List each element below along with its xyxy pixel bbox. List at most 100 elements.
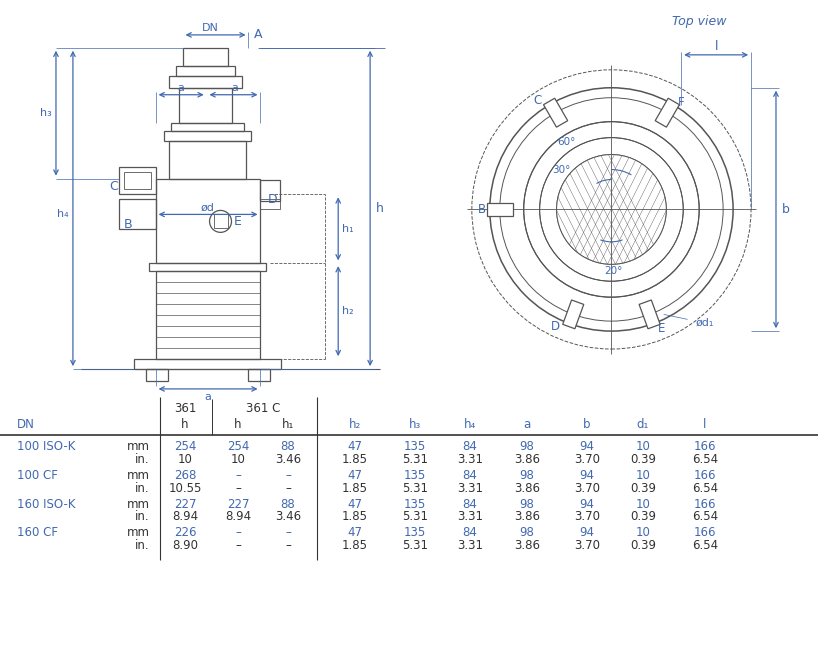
Text: 3.70: 3.70 — [574, 539, 600, 552]
Text: h: h — [376, 202, 384, 215]
Bar — [260, 180, 281, 201]
Text: a: a — [178, 83, 184, 93]
Text: 84: 84 — [462, 498, 478, 511]
Bar — [169, 141, 246, 178]
Bar — [134, 359, 281, 369]
Text: 47: 47 — [348, 526, 362, 539]
Text: h: h — [234, 418, 242, 431]
Bar — [543, 98, 568, 127]
Text: b: b — [583, 418, 591, 431]
Text: 94: 94 — [579, 469, 595, 482]
Text: 3.31: 3.31 — [457, 453, 483, 466]
Text: 47: 47 — [348, 469, 362, 482]
Text: 94: 94 — [579, 498, 595, 511]
Text: 98: 98 — [519, 469, 534, 482]
Text: 0.39: 0.39 — [630, 453, 656, 466]
Text: h₄: h₄ — [464, 418, 476, 431]
Text: 0.39: 0.39 — [630, 539, 656, 552]
Text: l: l — [703, 418, 707, 431]
Text: 5.31: 5.31 — [402, 511, 428, 524]
Text: –: – — [285, 469, 291, 482]
Circle shape — [556, 154, 667, 264]
Bar — [124, 171, 151, 190]
Text: 3.31: 3.31 — [457, 539, 483, 552]
Text: 88: 88 — [281, 440, 295, 453]
Text: 3.31: 3.31 — [457, 482, 483, 495]
Text: 3.70: 3.70 — [574, 511, 600, 524]
Text: E: E — [658, 322, 665, 335]
Text: h₁: h₁ — [343, 224, 354, 234]
Text: h₃: h₃ — [409, 418, 421, 431]
Text: 10.55: 10.55 — [169, 482, 202, 495]
Text: –: – — [235, 526, 241, 539]
Text: l: l — [714, 40, 718, 53]
Text: 135: 135 — [404, 526, 426, 539]
Text: 254: 254 — [173, 440, 196, 453]
Text: 98: 98 — [519, 498, 534, 511]
Text: 98: 98 — [519, 526, 534, 539]
Text: 166: 166 — [694, 440, 717, 453]
Text: 10: 10 — [636, 469, 650, 482]
Text: –: – — [235, 539, 241, 552]
Text: 6.54: 6.54 — [692, 539, 718, 552]
Text: B: B — [124, 218, 132, 231]
Bar — [213, 214, 227, 228]
Text: F: F — [678, 96, 685, 109]
Text: 30°: 30° — [552, 165, 571, 175]
Text: 3.70: 3.70 — [574, 453, 600, 466]
Text: 1.85: 1.85 — [342, 511, 368, 524]
Text: 10: 10 — [636, 440, 650, 453]
Text: in.: in. — [135, 453, 150, 466]
Text: h₁: h₁ — [282, 418, 294, 431]
Text: 1.85: 1.85 — [342, 539, 368, 552]
Text: 3.86: 3.86 — [514, 482, 540, 495]
Text: 100 ISO-K: 100 ISO-K — [17, 440, 75, 453]
Text: a: a — [204, 392, 211, 402]
Text: 3.70: 3.70 — [574, 482, 600, 495]
Text: 6.54: 6.54 — [692, 482, 718, 495]
Text: ød₁: ød₁ — [695, 317, 713, 327]
Text: 84: 84 — [462, 469, 478, 482]
Text: h₂: h₂ — [348, 418, 361, 431]
Text: A: A — [254, 29, 263, 42]
Text: 160 ISO-K: 160 ISO-K — [17, 498, 75, 511]
Text: –: – — [285, 539, 291, 552]
Text: ød: ød — [200, 202, 214, 212]
Text: 84: 84 — [462, 440, 478, 453]
Text: 3.86: 3.86 — [514, 511, 540, 524]
Text: b: b — [782, 203, 790, 216]
Text: 0.39: 0.39 — [630, 482, 656, 495]
Text: 5.31: 5.31 — [402, 539, 428, 552]
Bar — [149, 263, 267, 271]
Text: d₁: d₁ — [636, 418, 649, 431]
Bar — [249, 369, 271, 381]
Text: 166: 166 — [694, 526, 717, 539]
Text: 3.86: 3.86 — [514, 539, 540, 552]
Text: h₄: h₄ — [57, 210, 69, 219]
Text: DN: DN — [202, 23, 219, 33]
Text: mm: mm — [127, 469, 150, 482]
Text: 3.46: 3.46 — [275, 453, 301, 466]
Text: Top view: Top view — [672, 16, 726, 29]
Text: a: a — [524, 418, 531, 431]
Text: 1.85: 1.85 — [342, 453, 368, 466]
Text: 60°: 60° — [557, 136, 576, 147]
Bar — [260, 199, 281, 210]
Text: in.: in. — [135, 539, 150, 552]
Bar — [178, 88, 232, 123]
Bar — [119, 167, 155, 195]
Text: 166: 166 — [694, 469, 717, 482]
Text: 227: 227 — [227, 498, 249, 511]
Text: 3.86: 3.86 — [514, 453, 540, 466]
Text: h: h — [182, 418, 189, 431]
Text: 8.94: 8.94 — [172, 511, 198, 524]
Text: 227: 227 — [173, 498, 196, 511]
Bar — [171, 123, 245, 130]
Text: 160 CF: 160 CF — [17, 526, 58, 539]
Text: 88: 88 — [281, 498, 295, 511]
Text: 6.54: 6.54 — [692, 453, 718, 466]
Text: –: – — [285, 482, 291, 495]
Text: 3.31: 3.31 — [457, 511, 483, 524]
Text: mm: mm — [127, 440, 150, 453]
Bar — [563, 300, 584, 329]
